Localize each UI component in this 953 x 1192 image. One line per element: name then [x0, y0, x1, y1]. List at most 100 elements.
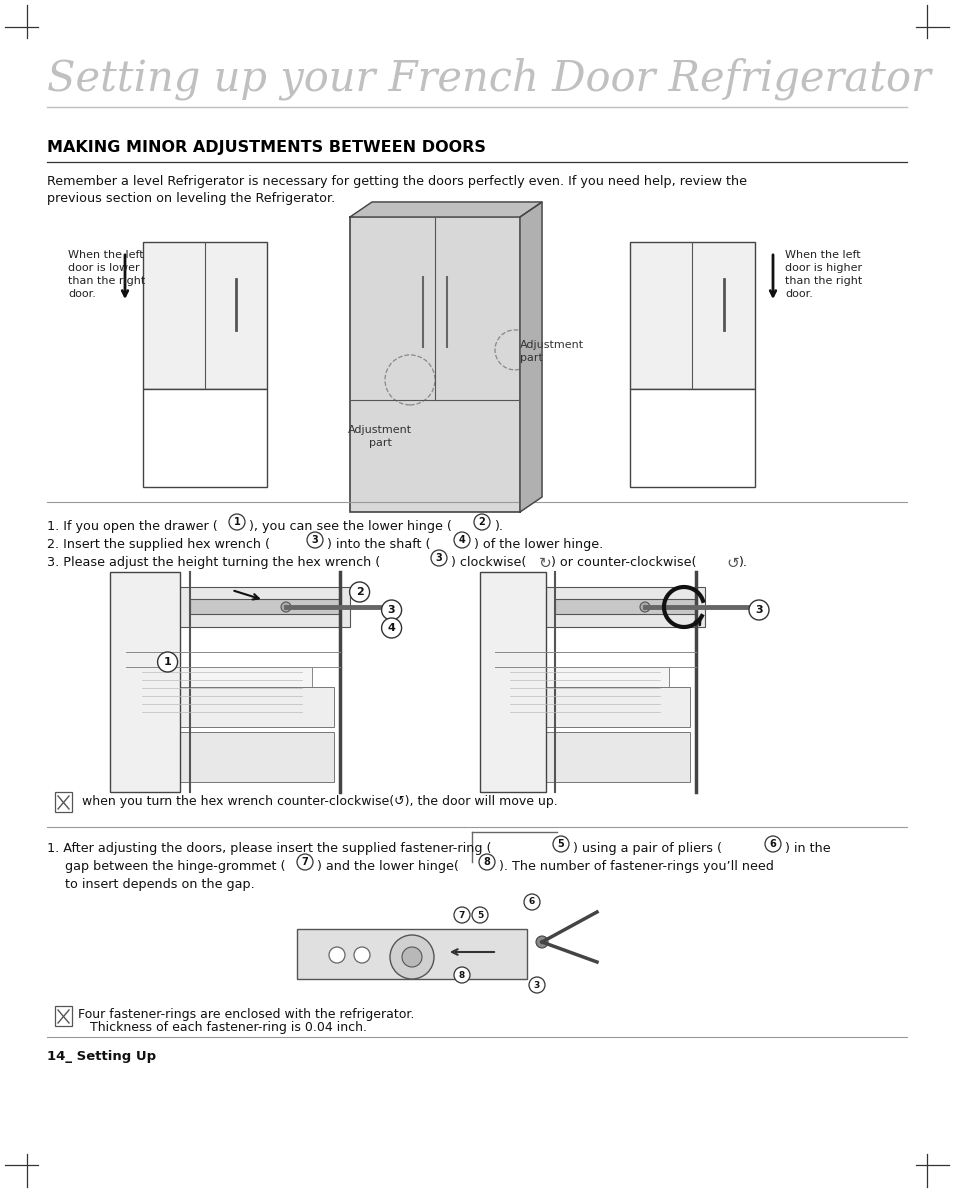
- Text: ↻: ↻: [538, 555, 551, 571]
- Text: ) and the lower hinge(: ) and the lower hinge(: [316, 859, 458, 873]
- Text: door.: door.: [68, 288, 95, 299]
- Circle shape: [296, 853, 313, 870]
- Text: 3: 3: [534, 981, 539, 989]
- Bar: [495, 687, 689, 727]
- Text: door is higher: door is higher: [784, 263, 862, 273]
- Circle shape: [474, 514, 490, 530]
- Text: 3. Please adjust the height turning the hex wrench (: 3. Please adjust the height turning the …: [47, 555, 380, 569]
- Text: When the left: When the left: [68, 250, 144, 260]
- Text: door is lower: door is lower: [68, 263, 139, 273]
- Circle shape: [281, 602, 291, 611]
- Text: 2. Insert the supplied hex wrench (: 2. Insert the supplied hex wrench (: [47, 538, 270, 551]
- Text: 7: 7: [301, 857, 308, 867]
- Text: Thickness of each fastener-ring is 0.04 inch.: Thickness of each fastener-ring is 0.04 …: [90, 1022, 367, 1033]
- Text: ) using a pair of pliers (: ) using a pair of pliers (: [573, 842, 721, 855]
- Text: than the right: than the right: [68, 277, 145, 286]
- Circle shape: [229, 514, 245, 530]
- Text: ) clockwise(: ) clockwise(: [451, 555, 526, 569]
- Circle shape: [454, 907, 470, 923]
- Bar: [126, 586, 350, 627]
- Text: MAKING MINOR ADJUSTMENTS BETWEEN DOORS: MAKING MINOR ADJUSTMENTS BETWEEN DOORS: [47, 139, 485, 155]
- Text: than the right: than the right: [784, 277, 862, 286]
- Text: previous section on leveling the Refrigerator.: previous section on leveling the Refrige…: [47, 192, 335, 205]
- Bar: [126, 687, 334, 727]
- Circle shape: [472, 907, 488, 923]
- Bar: [126, 732, 334, 782]
- Text: Setting up your French Door Refrigerator: Setting up your French Door Refrigerator: [47, 57, 930, 100]
- Text: to insert depends on the gap.: to insert depends on the gap.: [65, 879, 254, 890]
- Text: Remember a level Refrigerator is necessary for getting the doors perfectly even.: Remember a level Refrigerator is necessa…: [47, 175, 746, 188]
- Circle shape: [381, 617, 401, 638]
- Text: When the left: When the left: [784, 250, 860, 260]
- Text: Adjustment: Adjustment: [519, 340, 583, 350]
- Text: part: part: [519, 353, 542, 362]
- Text: 14_ Setting Up: 14_ Setting Up: [47, 1050, 156, 1063]
- Circle shape: [478, 853, 495, 870]
- Text: ), you can see the lower hinge (: ), you can see the lower hinge (: [249, 520, 452, 533]
- Text: 4: 4: [458, 535, 465, 545]
- Circle shape: [529, 977, 544, 993]
- Bar: [495, 586, 704, 627]
- Circle shape: [431, 550, 447, 566]
- Text: 8: 8: [483, 857, 490, 867]
- Polygon shape: [350, 201, 541, 217]
- Text: Four fastener-rings are enclosed with the refrigerator.: Four fastener-rings are enclosed with th…: [78, 1008, 414, 1022]
- Bar: [479, 572, 545, 791]
- Text: 6: 6: [528, 898, 535, 906]
- Text: 4: 4: [387, 623, 395, 633]
- Polygon shape: [519, 201, 541, 513]
- Text: ).: ).: [494, 520, 502, 533]
- Circle shape: [454, 967, 470, 983]
- Circle shape: [349, 582, 369, 602]
- Text: ↺: ↺: [725, 555, 738, 571]
- Text: part: part: [368, 437, 391, 448]
- Text: 7: 7: [458, 911, 465, 919]
- Bar: [350, 217, 519, 513]
- Text: gap between the hinge-grommet (: gap between the hinge-grommet (: [65, 859, 285, 873]
- Bar: [143, 242, 267, 389]
- Bar: [495, 732, 689, 782]
- Text: 5: 5: [558, 839, 564, 849]
- Circle shape: [523, 894, 539, 909]
- Circle shape: [764, 836, 781, 852]
- Circle shape: [354, 946, 370, 963]
- Text: 2: 2: [355, 586, 363, 597]
- Bar: [55, 1006, 71, 1026]
- Text: 1. If you open the drawer (: 1. If you open the drawer (: [47, 520, 217, 533]
- Text: ) of the lower hinge.: ) of the lower hinge.: [474, 538, 602, 551]
- Text: ) into the shaft (: ) into the shaft (: [327, 538, 430, 551]
- Text: 1: 1: [164, 657, 172, 668]
- Circle shape: [390, 935, 434, 979]
- Text: ). The number of fastener-rings you’ll need: ). The number of fastener-rings you’ll n…: [498, 859, 773, 873]
- Text: 5: 5: [476, 911, 482, 919]
- Text: door.: door.: [784, 288, 812, 299]
- Bar: [629, 389, 754, 488]
- Text: when you turn the hex wrench counter-clockwise(↺), the door will move up.: when you turn the hex wrench counter-clo…: [78, 795, 558, 807]
- Text: ).: ).: [738, 555, 746, 569]
- Text: 8: 8: [458, 970, 465, 980]
- Text: 6: 6: [769, 839, 776, 849]
- Bar: [296, 929, 526, 979]
- Bar: [555, 600, 696, 614]
- Text: 3: 3: [755, 606, 762, 615]
- Bar: [110, 572, 180, 791]
- Bar: [629, 242, 754, 389]
- Circle shape: [748, 600, 768, 620]
- Text: 2: 2: [478, 517, 485, 527]
- Text: Adjustment: Adjustment: [348, 424, 412, 435]
- Text: 3: 3: [312, 535, 318, 545]
- Text: ) in the: ) in the: [784, 842, 830, 855]
- Text: 1. After adjusting the doors, please insert the supplied fastener-ring (: 1. After adjusting the doors, please ins…: [47, 842, 491, 855]
- Circle shape: [553, 836, 568, 852]
- Bar: [503, 668, 668, 718]
- Circle shape: [536, 936, 547, 948]
- Bar: [55, 791, 71, 812]
- Circle shape: [454, 532, 470, 548]
- Text: ) or counter-clockwise(: ) or counter-clockwise(: [551, 555, 696, 569]
- Circle shape: [307, 532, 323, 548]
- Bar: [135, 668, 312, 718]
- Circle shape: [381, 600, 401, 620]
- Circle shape: [329, 946, 345, 963]
- Circle shape: [157, 652, 177, 672]
- Circle shape: [639, 602, 649, 611]
